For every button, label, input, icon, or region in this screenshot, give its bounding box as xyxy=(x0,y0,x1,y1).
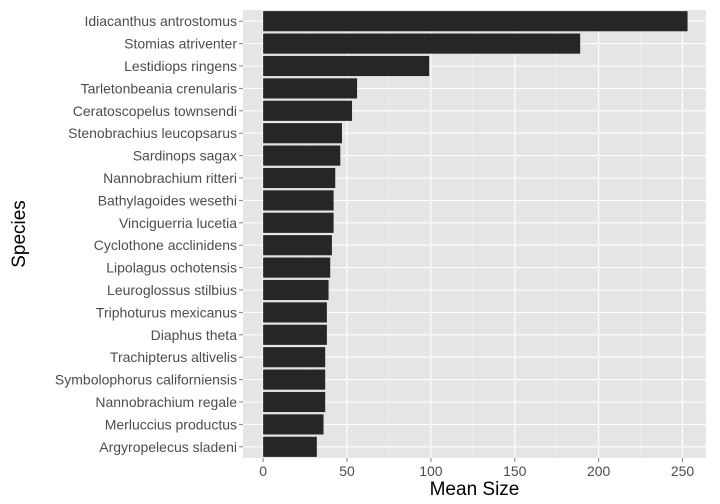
bar xyxy=(263,212,334,233)
x-tick-label: 50 xyxy=(339,463,355,479)
bar xyxy=(263,78,358,99)
y-axis-title: Species xyxy=(9,200,30,268)
bar xyxy=(263,279,329,301)
y-tick-label: Lipolagus ochotensis xyxy=(106,260,237,276)
y-tick-label: Stenobrachius leucopsarus xyxy=(68,125,237,141)
bar xyxy=(263,235,332,256)
y-tick-label: Leuroglossus stilbius xyxy=(107,282,237,298)
x-tick-label: 0 xyxy=(259,463,267,479)
bar xyxy=(263,414,324,435)
y-tick-label: Argyropelecus sladeni xyxy=(99,439,237,455)
y-tick-label: Lestidiops ringens xyxy=(124,58,237,74)
y-tick-label: Nannobrachium ritteri xyxy=(103,170,237,186)
bar xyxy=(263,190,334,211)
bar xyxy=(263,55,430,77)
y-tick-label: Symbolophorus californiensis xyxy=(55,372,237,388)
x-tick-label: 150 xyxy=(503,463,527,479)
y-tick-label: Trachipterus altivelis xyxy=(110,349,237,365)
bars xyxy=(263,11,688,457)
bar xyxy=(263,324,327,345)
bar xyxy=(263,11,688,32)
x-tick-label: 200 xyxy=(587,463,611,479)
bar xyxy=(263,257,331,278)
bar xyxy=(263,391,326,413)
y-tick-label: Ceratoscopelus townsendi xyxy=(73,103,237,119)
bar xyxy=(263,167,336,189)
x-tick-label: 100 xyxy=(419,463,443,479)
bar xyxy=(263,436,317,457)
y-tick-label: Cyclothone acclinidens xyxy=(94,237,237,253)
bar xyxy=(263,33,581,54)
y-tick-label: Idiacanthus antrostomus xyxy=(84,13,237,29)
bar xyxy=(263,369,326,390)
x-ticks: 0 50 100 150 200 250 xyxy=(259,458,694,479)
x-axis-title: Mean Size xyxy=(430,479,520,500)
y-tick-labels: Idiacanthus antrostomus Stomias atrivente… xyxy=(55,13,243,455)
y-tick-label: Tarletonbeania crenularis xyxy=(81,80,237,96)
y-tick-label: Triphoturus mexicanus xyxy=(96,304,237,320)
bar xyxy=(263,302,327,323)
y-tick-label: Nannobrachium regale xyxy=(95,394,237,410)
y-tick-label: Stomias atriventer xyxy=(124,36,237,52)
bar xyxy=(263,100,353,121)
y-tick-label: Sardinops sagax xyxy=(133,148,237,164)
y-tick-label: Vinciguerria lucetia xyxy=(119,215,237,231)
bar xyxy=(263,123,342,144)
y-tick-label: Bathylagoides wesethi xyxy=(98,192,237,208)
plot-panel xyxy=(243,10,706,458)
bar xyxy=(263,145,341,166)
y-tick-label: Merluccius productus xyxy=(105,416,237,432)
bar xyxy=(263,347,326,368)
y-tick-label: Diaphus theta xyxy=(151,327,238,343)
x-tick-label: 250 xyxy=(671,463,695,479)
